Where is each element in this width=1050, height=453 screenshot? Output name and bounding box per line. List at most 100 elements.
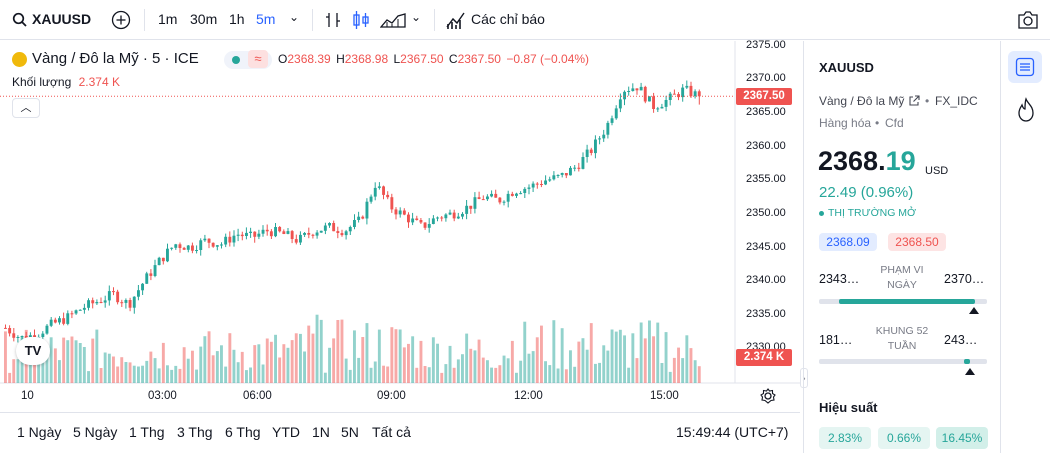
camera-icon[interactable] [1017,10,1039,30]
volume-bar [91,338,95,383]
indicators-icon[interactable] [446,10,466,30]
volume-bar [494,367,498,383]
volume-bar [153,358,157,383]
range-ytd[interactable]: YTD [272,424,300,440]
volume-bar [519,360,523,383]
right-icon-rail [1000,41,1050,453]
candle-body [353,220,356,227]
hotlist-fire-icon[interactable] [1015,97,1037,123]
volume-bar [323,372,327,383]
candle-body [407,214,410,223]
price-tick: 2355.00 [746,173,786,185]
details-symbol[interactable]: XAUUSD [819,60,874,75]
candle-body [294,239,298,243]
volume-bar [643,338,647,383]
range-1-year[interactable]: 1N [312,424,330,440]
range-6-months[interactable]: 6 Thg [225,424,261,440]
volume-bar [386,366,390,383]
candle-body [477,197,481,199]
price-tick: 2340.00 [746,274,786,286]
chart-panel[interactable] [0,41,800,412]
candle-body [369,196,373,202]
candle-body [390,197,394,210]
range-1-day[interactable]: 1 Ngày [17,424,62,440]
watchlist-button[interactable] [1008,51,1042,83]
volume-bar [377,329,381,383]
volume-bar [16,359,20,383]
52wk-range-fill [964,359,970,364]
volume-bar [33,363,36,383]
range-all[interactable]: Tất cả [372,424,411,440]
candle-body [91,300,95,304]
candle-body [211,242,215,247]
interval-1h[interactable]: 1h [229,11,245,27]
candle-body [398,210,402,215]
volume-bar [452,367,456,383]
tradingview-logo[interactable]: TV [16,337,50,365]
chart-settings-icon[interactable] [760,388,776,404]
performance-1w[interactable]: 2.83% [819,427,871,449]
candle-body [577,167,581,169]
candle-body [693,91,697,97]
panel-collapse-handle[interactable]: › [800,368,808,388]
candle-body [269,231,273,237]
candle-body [697,91,701,97]
volume-bar [49,337,53,383]
range-3-months[interactable]: 3 Thg [177,424,213,440]
market-open-badge[interactable]: ≈ [224,50,272,69]
volume-bar [120,357,124,383]
candle-body [70,313,74,315]
candle-body [560,173,564,175]
compare-add-icon[interactable] [111,10,131,30]
candle-body [261,229,265,234]
collapse-legend-button[interactable]: ︿ [12,98,40,118]
clock-timezone[interactable]: 15:49:44 (UTC+7) [676,424,789,440]
candle-body [145,273,149,284]
volume-bar [137,366,140,383]
volume-bar [224,366,228,383]
area-chart-icon[interactable] [380,11,406,29]
candle-body [74,310,78,314]
candle-body [386,194,390,198]
candle-body [348,227,352,232]
candle-body [153,265,157,276]
volume-bar [311,333,315,383]
range-5-years[interactable]: 5N [341,424,359,440]
interval-1m[interactable]: 1m [158,11,178,27]
performance-3m[interactable]: 16.45% [936,427,988,449]
chevron-down-icon[interactable]: ⌄ [411,10,422,24]
volume-bar [585,349,589,383]
low-value: 2367.50 [400,52,444,66]
volume-bar [660,363,664,383]
candle-body [639,86,643,91]
interval-30m[interactable]: 30m [190,11,218,27]
volume-bar [269,341,273,383]
volume-bar [365,323,369,383]
bar-style-icon[interactable] [324,11,342,29]
external-link-icon[interactable] [908,95,920,107]
price-chart[interactable] [0,41,800,412]
candle-body [245,232,248,236]
range-1-month[interactable]: 1 Thg [129,424,165,440]
interval-5m-active[interactable]: 5m [256,11,276,27]
candle-body [207,238,211,243]
volume-bar [614,331,618,383]
volume-bar [215,351,219,383]
candle-body [82,307,86,310]
volume-bar [149,351,153,383]
52wk-high: 243… [944,333,978,347]
volume-bar [382,365,385,383]
indicators-button[interactable]: Các chỉ báo [471,11,545,27]
candle-body [535,183,539,185]
range-5-days[interactable]: 5 Ngày [73,424,118,440]
performance-1m[interactable]: 0.66% [878,427,930,449]
candles-icon[interactable] [352,10,370,30]
chevron-down-icon[interactable]: ⌄ [289,10,300,24]
volume-bar [681,358,685,383]
volume-value: 2.374 K [78,75,120,89]
volume-bar [469,348,473,383]
price-tick: 2360.00 [746,140,786,152]
ohlc-values: O2368.39 H2368.98 L2367.50 C2367.50 −0.8… [278,52,589,66]
price-change: 22.49 (0.96%) [819,184,914,201]
volume-bar [315,314,319,383]
